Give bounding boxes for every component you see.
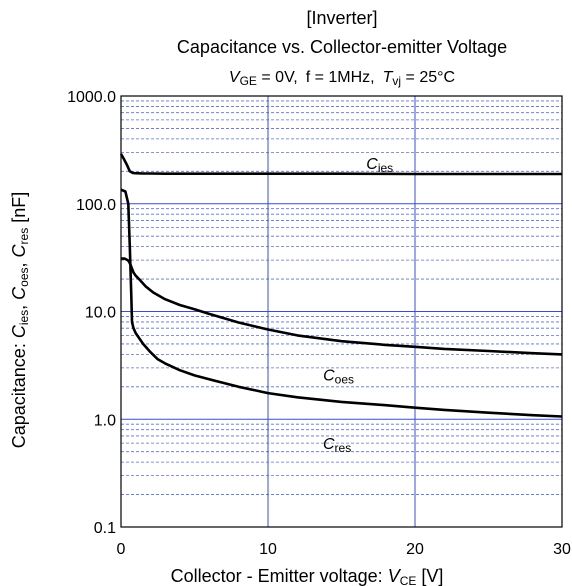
y-tick-label: 1.0 xyxy=(94,412,116,429)
cond-frequency: f = 1MHz, xyxy=(306,69,375,86)
curve-label-cies: Cies xyxy=(366,156,393,175)
curve-label-cres: Cres xyxy=(323,436,351,455)
series-line-cies xyxy=(119,153,562,176)
x-axis-label: Collector - Emitter voltage: VCE [V] xyxy=(171,566,444,586)
y-tick-label: 100.0 xyxy=(76,197,116,214)
tick-labels: 0.1 1.0 10.0 100.0 1000.0 0 10 20 30 xyxy=(67,89,571,558)
chart-title-line2: Capacitance vs. Collector-emitter Voltag… xyxy=(177,37,507,57)
curves xyxy=(119,153,563,418)
x-tick-label: 10 xyxy=(259,541,277,558)
y-tick-label: 1000.0 xyxy=(67,89,116,106)
plot-frame xyxy=(120,95,563,528)
cond-tvj-symbol: T xyxy=(383,69,394,86)
cond-tvj-sub: vj xyxy=(392,74,401,88)
cond-tvj-value: = 25°C xyxy=(401,69,455,86)
chart-conditions: VGE = 0V, f = 1MHz, Tvj = 25°C xyxy=(229,69,455,88)
y-tick-label: 0.1 xyxy=(94,520,116,537)
cond-vge-symbol: V xyxy=(229,69,241,86)
curve-label-coes: Coes xyxy=(323,368,354,387)
y-axis-label: Capacitance: Cies, Coes, Cres [nF] xyxy=(9,192,31,449)
chart-title-line1: [Inverter] xyxy=(306,8,377,28)
x-tick-label: 30 xyxy=(553,541,571,558)
series-line-coes xyxy=(121,257,563,356)
series-line-cres xyxy=(120,188,563,418)
cond-vge-value: = 0V, xyxy=(257,69,298,86)
grid-minor-lines xyxy=(121,100,562,495)
x-tick-label: 20 xyxy=(406,541,424,558)
x-tick-label: 0 xyxy=(117,541,126,558)
grid-major-lines xyxy=(121,96,562,527)
cond-vge-sub: GE xyxy=(240,74,257,88)
y-tick-label: 10.0 xyxy=(85,305,116,322)
